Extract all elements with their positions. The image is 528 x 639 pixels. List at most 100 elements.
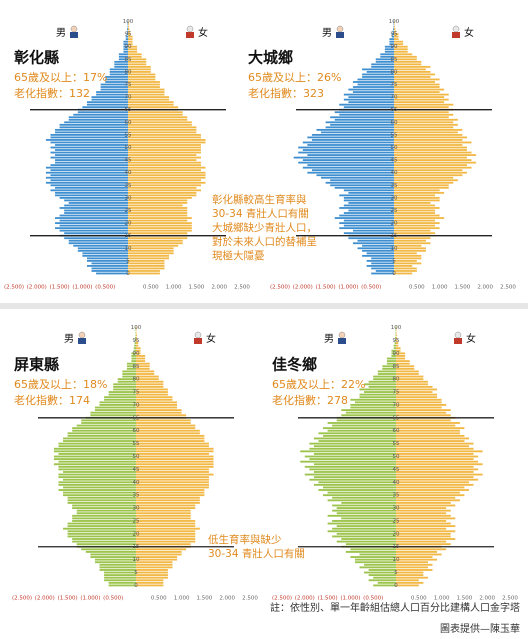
bar: [55, 144, 128, 146]
bar: [396, 465, 474, 468]
bar: [128, 257, 170, 260]
x-tick-label: 0.500: [143, 285, 159, 291]
callout: 大城鄉缺少青壯人口，: [212, 221, 317, 234]
y-tick-label: 65: [391, 107, 398, 113]
x-tick-label: (2.000): [293, 285, 313, 291]
bar: [128, 98, 170, 101]
bar: [128, 244, 179, 247]
bar: [64, 209, 128, 212]
bar: [391, 355, 396, 357]
y-tick-label: 40: [125, 170, 132, 176]
bar: [86, 257, 128, 260]
bar: [50, 179, 129, 182]
bar: [316, 128, 394, 131]
bar: [104, 576, 136, 579]
bar: [128, 38, 133, 41]
bar: [136, 383, 164, 386]
bar: [58, 445, 137, 448]
y-tick-label: 90: [133, 351, 140, 357]
bar: [133, 347, 136, 350]
y-tick-label: 65: [125, 107, 132, 113]
bar: [368, 380, 396, 383]
bar: [391, 352, 396, 355]
bar: [136, 409, 182, 412]
bar: [117, 380, 136, 383]
bar: [136, 514, 191, 517]
bar: [392, 30, 394, 33]
bar: [136, 342, 139, 344]
bar: [128, 249, 174, 252]
bar: [50, 146, 129, 149]
bar: [67, 525, 136, 528]
bar: [343, 189, 394, 192]
y-tick-label: 20: [133, 531, 140, 537]
bar: [396, 336, 397, 339]
y-tick-label: 0: [392, 271, 396, 277]
bar: [128, 25, 129, 28]
bar: [64, 237, 128, 240]
y-tick-label: 40: [133, 480, 140, 486]
bar: [371, 65, 394, 68]
bar: [396, 367, 415, 370]
bar: [96, 272, 128, 275]
bar: [128, 181, 206, 184]
x-tick-label: 1.000: [434, 596, 450, 602]
x-tick-label: (1.500): [316, 285, 336, 291]
bar: [128, 141, 206, 144]
bar: [357, 239, 394, 242]
bar: [136, 347, 141, 350]
bar: [68, 118, 128, 121]
x-tick-label: 1.500: [457, 596, 473, 602]
bar: [136, 579, 164, 582]
y-tick-label: 100: [123, 19, 134, 25]
bar: [307, 136, 394, 139]
bar: [128, 247, 174, 250]
bar: [302, 141, 394, 144]
x-tick-label: 0.500: [409, 285, 425, 291]
y-tick-label: 0: [126, 271, 130, 277]
legend-icon: [78, 331, 86, 339]
bar: [394, 186, 449, 189]
bar: [396, 571, 424, 574]
y-tick-label: 45: [125, 158, 132, 164]
x-tick-label: 2.500: [234, 285, 250, 291]
bar: [396, 504, 456, 507]
bar: [128, 254, 170, 257]
bar: [128, 149, 201, 151]
bar: [348, 88, 394, 91]
bar: [82, 254, 128, 257]
bar: [336, 507, 396, 509]
bar: [391, 349, 396, 352]
y-tick-label: 55: [393, 441, 400, 447]
bar: [50, 189, 129, 192]
bar: [55, 128, 128, 131]
bar: [134, 344, 136, 347]
bar: [396, 429, 460, 432]
bar: [394, 239, 426, 242]
y-tick-label: 40: [391, 170, 398, 176]
bar: [55, 191, 128, 194]
bar: [128, 106, 179, 109]
bar: [394, 207, 440, 209]
bar: [339, 103, 394, 106]
bar: [128, 171, 206, 174]
bar: [394, 53, 413, 56]
bar: [59, 126, 128, 129]
bar: [67, 530, 136, 533]
bar: [396, 409, 451, 412]
x-tick-label: (1.000): [80, 596, 100, 602]
bar: [394, 252, 417, 255]
panel-stat: 65歲及以上：17%: [14, 70, 107, 84]
bar: [136, 442, 209, 445]
bar: [386, 357, 396, 360]
bar: [394, 43, 404, 46]
footer-note: 註：依性別、單一年齡組估總人口百分比建構人口金字塔: [270, 601, 520, 614]
x-tick-label: (0.500): [103, 596, 123, 602]
bar: [113, 385, 136, 388]
bar: [128, 272, 160, 275]
y-tick-label: 10: [133, 557, 140, 563]
x-tick-label: 1.500: [197, 596, 213, 602]
bar: [128, 116, 188, 119]
bar: [393, 347, 396, 350]
x-tick-label: (2.000): [295, 596, 315, 602]
